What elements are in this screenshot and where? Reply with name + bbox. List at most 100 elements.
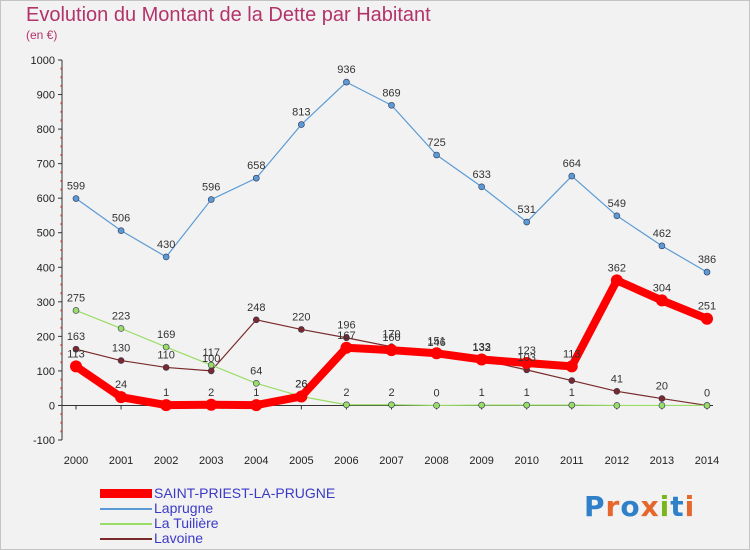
- y-minor-tick: [60, 430, 62, 433]
- data-point-lavoine: [207, 367, 215, 375]
- data-point-saint-priest: [160, 399, 173, 412]
- data-label-saint-priest: 113: [67, 348, 85, 360]
- data-label-saint-priest: 24: [115, 379, 127, 391]
- data-label-la-tuiliere: 64: [250, 365, 262, 377]
- logo-letter: o: [620, 490, 641, 523]
- data-label-la-tuiliere: 223: [112, 310, 130, 322]
- data-point-laprugne: [703, 268, 711, 276]
- chart-title: Evolution du Montant de la Dette par Hab…: [26, 4, 431, 26]
- data-point-la-tuiliere: [252, 380, 260, 387]
- proxiti-logo: Proxiti: [584, 490, 695, 523]
- data-label-saint-priest: 304: [653, 282, 671, 294]
- data-point-saint-priest: [430, 347, 443, 360]
- x-tick-label: 2009: [469, 455, 493, 467]
- data-point-laprugne: [298, 121, 305, 128]
- y-minor-tick: [60, 76, 62, 79]
- data-label-laprugne: 869: [382, 87, 400, 99]
- data-label-laprugne: 462: [653, 228, 671, 240]
- y-minor-tick: [60, 240, 62, 243]
- data-point-la-tuiliere: [388, 401, 395, 409]
- x-tick-label: 2000: [64, 455, 88, 467]
- data-label-saint-priest: 160: [382, 332, 400, 344]
- data-point-lavoine: [162, 364, 170, 371]
- data-point-lavoine: [568, 377, 576, 384]
- data-point-saint-priest: [205, 398, 218, 411]
- y-tick-label: 100: [37, 366, 55, 378]
- y-minor-tick: [60, 171, 62, 174]
- data-point-lavoine: [252, 316, 260, 324]
- x-tick-label: 2010: [514, 455, 538, 467]
- x-tick-label: 2007: [379, 455, 403, 467]
- y-minor-tick: [60, 188, 62, 191]
- data-point-laprugne: [523, 218, 531, 226]
- y-minor-tick: [60, 84, 62, 87]
- y-minor-tick: [60, 110, 62, 113]
- data-point-la-tuiliere: [568, 401, 576, 409]
- data-point-saint-priest: [520, 356, 533, 369]
- data-point-saint-priest: [565, 360, 578, 373]
- data-label-laprugne: 531: [518, 204, 536, 216]
- data-label-lavoine: 170: [382, 329, 400, 341]
- y-minor-tick: [60, 378, 62, 381]
- y-minor-tick: [60, 119, 62, 122]
- data-label-lavoine: 20: [656, 381, 668, 393]
- data-point-lavoine: [117, 357, 125, 364]
- data-point-lavoine: [298, 326, 305, 333]
- legend-swatch-saint-priest: [100, 489, 152, 498]
- data-point-la-tuiliere: [162, 343, 170, 351]
- data-label-la-tuiliere: 1: [479, 387, 485, 399]
- data-label-lavoine: 220: [292, 311, 310, 323]
- logo-letter: x: [640, 490, 660, 523]
- y-tick-label: 200: [37, 331, 55, 343]
- y-minor-tick: [60, 205, 62, 208]
- y-minor-tick: [60, 179, 62, 182]
- data-point-la-tuiliere: [658, 402, 666, 409]
- x-tick-label: 2008: [424, 455, 448, 467]
- logo-letter: i: [684, 490, 696, 523]
- data-point-laprugne: [162, 253, 170, 261]
- data-point-la-tuiliere: [343, 401, 350, 409]
- data-label-la-tuiliere: 275: [67, 292, 85, 304]
- data-point-laprugne: [478, 183, 485, 191]
- data-point-lavoine: [343, 334, 350, 342]
- data-point-saint-priest: [295, 390, 308, 403]
- y-minor-tick: [60, 274, 62, 277]
- data-label-saint-priest: 167: [337, 330, 355, 342]
- data-label-lavoine: 163: [67, 331, 85, 343]
- x-tick-label: 2001: [109, 455, 133, 467]
- x-tick-label: 2004: [244, 455, 268, 467]
- data-label-lavoine: 248: [247, 302, 265, 314]
- y-minor-tick: [60, 67, 62, 70]
- legend-label-lavoine: Lavoine: [154, 530, 204, 546]
- y-tick-label: 400: [37, 262, 55, 274]
- data-label-saint-priest: 123: [518, 345, 536, 357]
- data-point-lavoine: [658, 395, 666, 402]
- logo-letter: r: [605, 490, 621, 523]
- data-label-lavoine: 130: [112, 343, 130, 355]
- x-tick-label: 2006: [334, 455, 358, 467]
- data-point-lavoine: [613, 387, 621, 395]
- data-label-lavoine: 0: [704, 387, 710, 399]
- y-minor-tick: [60, 136, 62, 139]
- data-point-la-tuiliere: [207, 361, 215, 369]
- data-label-laprugne: 549: [608, 198, 626, 210]
- data-label-lavoine: 103: [518, 352, 536, 364]
- y-tick-label: 600: [37, 193, 55, 205]
- legend-label-saint-priest: SAINT-PRIEST-LA-PRUGNE: [154, 485, 336, 501]
- data-point-la-tuiliere: [523, 401, 531, 409]
- legend-swatch-laprugne: [100, 508, 152, 510]
- y-minor-tick: [60, 309, 62, 312]
- y-tick-label: 900: [37, 90, 55, 102]
- data-label-la-tuiliere: 117: [202, 347, 220, 359]
- y-tick-label: 0: [49, 400, 55, 412]
- data-label-laprugne: 599: [67, 181, 85, 193]
- data-label-lavoine: 110: [157, 349, 175, 361]
- data-label-la-tuiliere: 1: [524, 387, 530, 399]
- x-tick-label: 2011: [560, 455, 584, 467]
- legend-label-la-tuiliere: La Tuilière: [154, 515, 219, 531]
- y-tick-label: 800: [37, 124, 55, 136]
- chart-series: [70, 78, 713, 412]
- y-tick-label: 500: [37, 228, 55, 240]
